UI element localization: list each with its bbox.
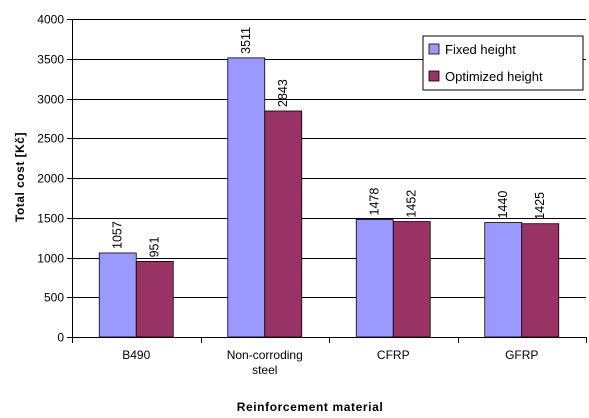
data-label: 1478: [368, 188, 382, 216]
bar: [484, 222, 523, 338]
bar: [135, 260, 174, 338]
x-tick-label: B490: [122, 348, 150, 362]
legend-box: [422, 35, 584, 91]
y-tick-label: 4000: [37, 13, 64, 27]
data-label: 1057: [111, 221, 125, 249]
y-tick-label: 500: [44, 291, 64, 305]
data-label: 2843: [276, 79, 290, 107]
y-tick-label: 1500: [37, 212, 64, 226]
bar: [227, 57, 266, 338]
bar: [521, 223, 560, 338]
legend: Fixed height Optimized height: [422, 35, 584, 91]
x-tick-label: GFRP: [505, 348, 538, 362]
y-tick-label: 3000: [37, 93, 64, 107]
x-axis-title: Reinforcement material: [237, 400, 384, 414]
data-labels: 1057 951 3511 2843 1478 1452 1440 1425: [111, 27, 548, 257]
data-label: 3511: [239, 27, 253, 54]
bar: [355, 219, 394, 338]
bar: [392, 221, 431, 338]
y-tick-label: 3500: [37, 53, 64, 67]
data-label: 1452: [405, 190, 419, 218]
data-label: 1440: [496, 191, 510, 219]
y-tick-label: 1000: [37, 252, 64, 266]
legend-swatch-fixed-height: [428, 43, 440, 55]
legend-swatch-optimized-height: [428, 70, 440, 82]
legend-label-fixed-height: Fixed height: [445, 42, 516, 57]
bar: [98, 252, 137, 338]
y-tick-labels: 0 500 1000 1500 2000 2500 3000 3500 4000: [37, 13, 64, 345]
y-tick-label: 0: [57, 331, 64, 345]
y-axis-title: Total cost [Kč]: [13, 132, 27, 222]
x-tick-label: Non-corroding: [227, 348, 303, 362]
x-tick-label: steel: [252, 363, 277, 377]
bar: [264, 110, 303, 338]
axes: [67, 19, 587, 343]
data-label: 951: [148, 236, 162, 257]
y-tick-label: 2000: [37, 172, 64, 186]
y-tick-label: 2500: [37, 132, 64, 146]
legend-label-optimized-height: Optimized height: [445, 69, 543, 84]
x-tick-label: CFRP: [377, 348, 410, 362]
bars: [98, 57, 560, 338]
data-label: 1425: [533, 192, 547, 220]
